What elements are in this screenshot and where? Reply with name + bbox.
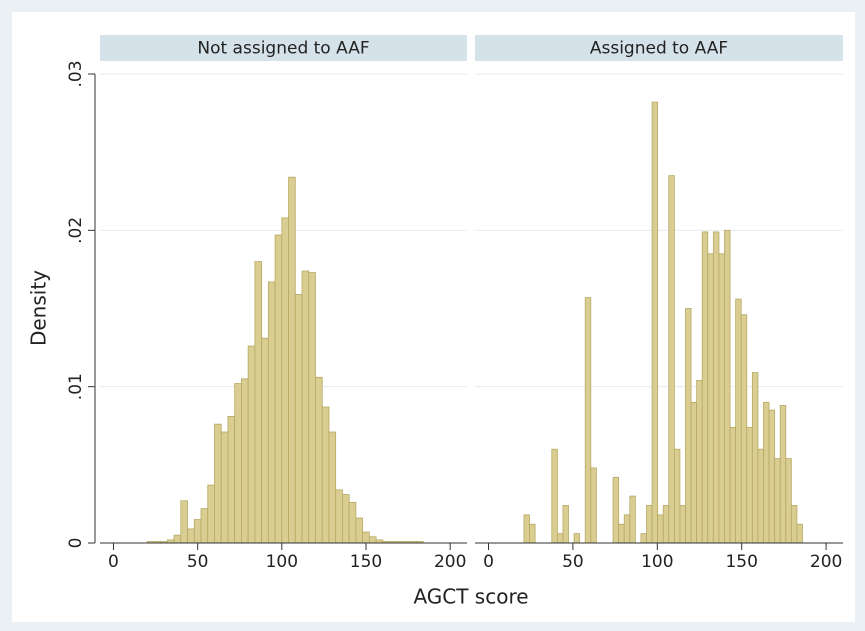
bar (735, 298, 742, 544)
bar (623, 514, 631, 544)
bar (701, 231, 709, 544)
bar (646, 505, 653, 544)
bar (315, 376, 323, 544)
bar (173, 534, 182, 544)
bar (718, 253, 725, 544)
bar (584, 297, 592, 544)
bar (308, 272, 316, 544)
bar (785, 458, 792, 544)
x-tick-label: 100 (266, 552, 298, 572)
bar (281, 217, 289, 544)
bar (673, 448, 681, 544)
bar (227, 415, 236, 544)
bar (241, 378, 249, 544)
bar (288, 176, 296, 544)
x-tick-label: 50 (187, 552, 209, 572)
x-tick-label: 150 (725, 552, 757, 572)
bar (294, 294, 303, 544)
bar (618, 523, 625, 544)
y-axis-label: Density (27, 270, 51, 346)
bar (657, 514, 664, 544)
bar (768, 409, 776, 544)
bar (368, 536, 377, 544)
bar (790, 505, 798, 544)
bar (321, 406, 330, 544)
bar (342, 494, 350, 544)
bar (774, 458, 781, 544)
bar (612, 476, 620, 544)
x-tick-label: 50 (562, 552, 584, 572)
bar (724, 229, 731, 544)
bar (187, 528, 195, 544)
bar (690, 401, 698, 544)
bar (200, 508, 209, 544)
panel-title: Assigned to AAF (590, 39, 728, 59)
bar (679, 505, 686, 544)
x-tick-label: 0 (483, 552, 494, 572)
y-tick-label: .02 (66, 217, 86, 244)
panel-title: Not assigned to AAF (197, 39, 369, 59)
bar (214, 423, 222, 544)
bar (556, 533, 564, 544)
bar (751, 372, 759, 544)
panel-header (475, 35, 843, 61)
bar (573, 533, 581, 544)
bar (234, 383, 242, 544)
bar (796, 523, 803, 544)
bar (529, 523, 536, 544)
bar (328, 431, 337, 544)
bar (640, 533, 647, 544)
y-tick-label: 0 (66, 538, 86, 549)
x-tick-label: 150 (350, 552, 382, 572)
bar (274, 234, 283, 544)
bar (763, 401, 770, 544)
x-tick-label: 100 (641, 552, 673, 572)
bar (651, 101, 659, 544)
bar (267, 281, 276, 544)
bar (254, 261, 263, 544)
bar (220, 431, 229, 544)
x-axis-label: AGCT score (413, 585, 528, 609)
bar (207, 484, 215, 544)
bar (562, 505, 569, 544)
bar (301, 270, 310, 544)
x-tick-label: 0 (108, 552, 119, 572)
bar (779, 405, 787, 544)
x-tick-label: 200 (434, 552, 466, 572)
y-tick-label: .01 (66, 373, 86, 400)
bar (193, 519, 202, 544)
bar (523, 514, 530, 544)
bar (757, 448, 764, 544)
bar (629, 495, 636, 544)
bar (355, 517, 364, 544)
bar (668, 175, 675, 544)
bar (662, 505, 670, 544)
bar (590, 467, 597, 544)
bar (685, 308, 692, 544)
bar (707, 253, 714, 544)
bar (247, 345, 256, 544)
bar (335, 489, 343, 544)
x-tick-label: 200 (810, 552, 842, 572)
bar (746, 426, 753, 544)
bar (180, 500, 188, 544)
bar (362, 531, 370, 544)
bar (551, 448, 558, 544)
bar (261, 337, 269, 544)
panel-header (100, 35, 467, 61)
bar (712, 231, 720, 544)
bar (740, 314, 748, 544)
bar (696, 380, 703, 544)
bar (729, 426, 737, 544)
bar (348, 501, 357, 544)
y-tick-label: .03 (66, 60, 86, 87)
